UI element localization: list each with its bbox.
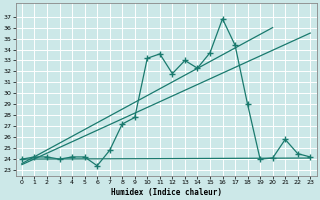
X-axis label: Humidex (Indice chaleur): Humidex (Indice chaleur) [111, 188, 221, 197]
